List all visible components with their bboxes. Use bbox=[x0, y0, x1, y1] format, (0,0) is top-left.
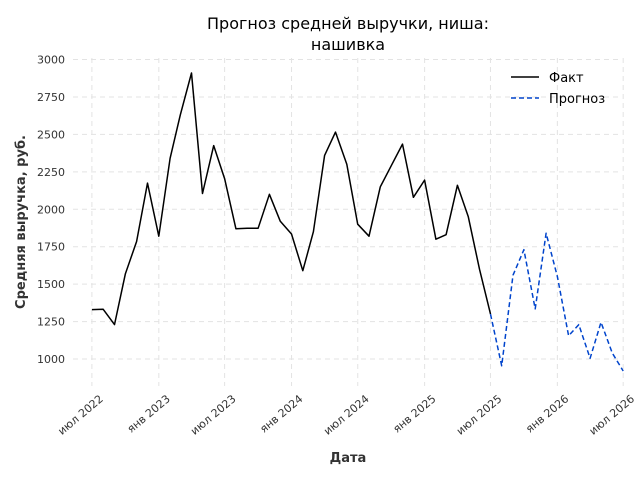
data-point-fact bbox=[222, 176, 227, 181]
data-point-forecast bbox=[521, 247, 526, 252]
x-tick-label: янв 2026 bbox=[523, 392, 571, 435]
series-line-fact bbox=[91, 72, 492, 326]
y-tick-label: 1250 bbox=[37, 316, 65, 329]
y-axis-ticks: 1000 1250 1500 1750 2000 2250 2500 2750 3000 bbox=[37, 53, 65, 366]
data-point-fact bbox=[245, 226, 250, 231]
data-point-fact bbox=[278, 219, 283, 224]
data-point-fact bbox=[400, 142, 405, 147]
legend-label-fact: Факт bbox=[549, 71, 584, 86]
data-point-fact bbox=[134, 239, 139, 244]
data-point-forecast bbox=[588, 356, 593, 361]
data-point-fact bbox=[267, 192, 272, 197]
x-tick-label: янв 2023 bbox=[125, 392, 173, 435]
data-point-fact bbox=[322, 153, 327, 158]
data-point-fact bbox=[389, 163, 394, 168]
x-tick-label: июл 2022 bbox=[55, 392, 105, 437]
data-point-forecast bbox=[621, 369, 626, 374]
data-point-fact bbox=[378, 184, 383, 189]
grid bbox=[73, 58, 624, 386]
data-point-forecast bbox=[610, 351, 615, 356]
data-point-fact bbox=[300, 268, 305, 273]
x-tick-label: июл 2025 bbox=[454, 392, 504, 437]
data-point-forecast bbox=[555, 274, 560, 279]
y-tick-label: 2250 bbox=[37, 166, 65, 179]
data-point-forecast bbox=[599, 320, 604, 325]
data-point-fact bbox=[189, 70, 194, 75]
data-point-forecast bbox=[511, 273, 516, 278]
data-point-forecast bbox=[533, 306, 538, 311]
data-point-forecast bbox=[499, 363, 504, 368]
x-tick-label: июл 2024 bbox=[321, 392, 371, 437]
data-point-fact bbox=[444, 232, 449, 237]
data-point-forecast bbox=[566, 333, 571, 338]
data-point-fact bbox=[455, 183, 460, 188]
data-point-fact bbox=[466, 214, 471, 219]
data-point-fact bbox=[289, 231, 294, 236]
data-point-fact bbox=[200, 191, 205, 196]
x-tick-label: июл 2026 bbox=[587, 392, 637, 437]
y-tick-label: 2500 bbox=[37, 128, 65, 141]
data-point-fact bbox=[256, 226, 261, 231]
data-point-fact bbox=[112, 322, 117, 327]
data-point-fact bbox=[233, 226, 238, 231]
data-point-fact bbox=[145, 181, 150, 186]
data-point-fact bbox=[156, 234, 161, 239]
data-point-fact bbox=[422, 178, 427, 183]
y-tick-label: 1750 bbox=[37, 241, 65, 254]
data-point-fact bbox=[123, 271, 128, 276]
data-point-fact bbox=[367, 234, 372, 239]
legend-label-forecast: Прогноз bbox=[549, 92, 605, 107]
data-point-fact bbox=[433, 237, 438, 242]
data-point-fact bbox=[333, 130, 338, 135]
chart-title-line-1: Прогноз средней выручки, ниша: bbox=[207, 14, 489, 33]
y-tick-label: 2750 bbox=[37, 91, 65, 104]
data-point-fact bbox=[178, 112, 183, 117]
y-axis-label: Средняя выручка, руб. bbox=[14, 135, 29, 309]
data-point-fact bbox=[101, 307, 106, 312]
chart-title-line-2: нашивка bbox=[311, 35, 385, 54]
x-tick-label: янв 2024 bbox=[257, 392, 305, 435]
legend: Факт Прогноз bbox=[511, 71, 605, 107]
data-point-forecast bbox=[488, 312, 493, 317]
data-point-fact bbox=[411, 195, 416, 200]
data-point-fact bbox=[211, 143, 216, 148]
data-point-fact bbox=[355, 222, 360, 227]
data-point-forecast bbox=[544, 231, 549, 236]
x-tick-label: янв 2025 bbox=[391, 392, 439, 435]
x-tick-label: июл 2023 bbox=[188, 392, 238, 437]
series-line-forecast bbox=[489, 232, 624, 372]
data-point-forecast bbox=[576, 322, 581, 327]
data-point-fact bbox=[477, 267, 482, 272]
series-lines bbox=[89, 70, 626, 374]
data-point-fact bbox=[344, 162, 349, 167]
data-point-fact bbox=[311, 229, 316, 234]
x-axis-ticks: июл 2022 янв 2023 июл 2023 янв 2024 июл 2024… bbox=[55, 392, 637, 437]
y-tick-label: 1000 bbox=[37, 353, 65, 366]
y-tick-label: 1500 bbox=[37, 278, 65, 291]
y-tick-label: 3000 bbox=[37, 53, 65, 66]
data-point-fact bbox=[89, 307, 94, 312]
data-point-fact bbox=[168, 156, 173, 161]
x-axis-label: Дата bbox=[330, 451, 367, 466]
y-tick-label: 2000 bbox=[37, 203, 65, 216]
